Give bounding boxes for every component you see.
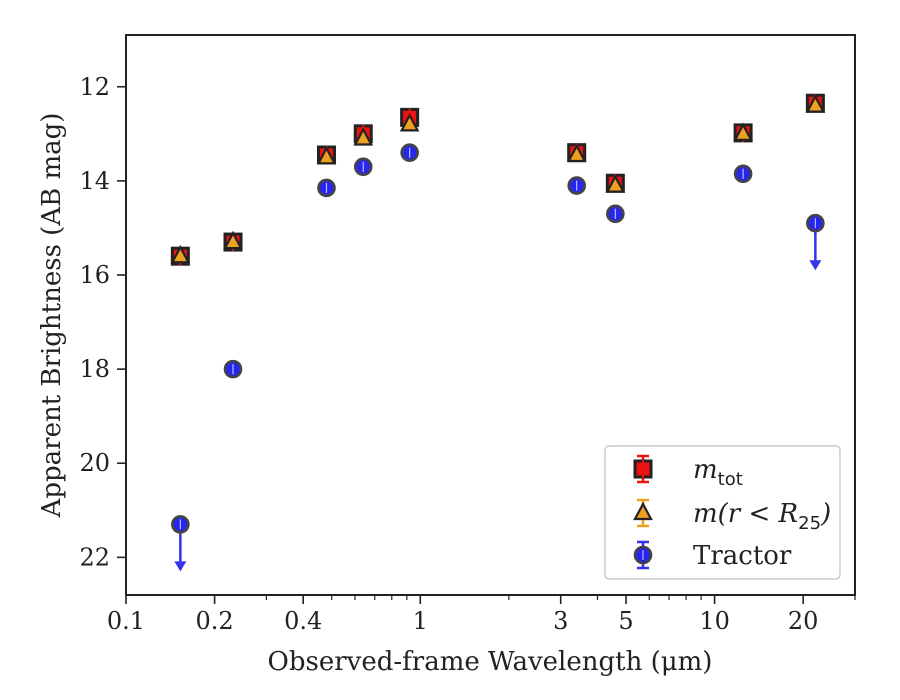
triangle-point (566, 143, 587, 163)
x-axis-label: Observed-frame Wavelength (μm) (268, 647, 713, 677)
triangle-point (605, 174, 626, 193)
legend-marker (633, 501, 653, 521)
y-tick-label: 18 (79, 355, 110, 383)
legend-label: mtot (693, 455, 743, 490)
triangle-point (170, 244, 191, 264)
legend: mtot m(r < R25) Tractor (604, 445, 841, 580)
legend-entry-square: mtot (633, 454, 743, 490)
triangle-point (316, 146, 337, 165)
y-tick-label: 14 (79, 167, 110, 195)
legend-entry-triangle: m(r < R25) (633, 498, 831, 534)
y-tick-label: 16 (79, 261, 110, 289)
x-tick-label: 0.4 (284, 607, 322, 635)
legend-entry-circle: Tractor (633, 540, 792, 571)
upper-limit-arrow-head (174, 561, 187, 572)
ticks: 0.1 0.2 0.4 1 3 5 10 20 12 14 16 18 20 22 (79, 73, 856, 635)
series-circle (171, 143, 825, 572)
legend-label: Tractor (693, 541, 792, 571)
y-tick-label: 22 (79, 543, 110, 571)
y-axis-label: Apparent Brightness (AB mag) (37, 113, 67, 519)
y-tick-label: 20 (79, 449, 110, 477)
triangle-point (805, 94, 826, 113)
upper-limit-arrow-head (809, 260, 822, 271)
x-tick-label: 1 (413, 607, 428, 635)
x-tick-label: 0.2 (196, 607, 234, 635)
triangle-point (353, 127, 374, 146)
triangle-point (223, 230, 243, 250)
legend-label: m(r < R25) (693, 499, 831, 534)
x-tick-label: 20 (788, 607, 819, 635)
triangle-point (733, 122, 753, 141)
x-tick-label: 5 (618, 607, 633, 635)
x-tick-label: 10 (699, 607, 730, 635)
triangle-point (399, 113, 420, 132)
series-triangle (170, 94, 826, 264)
x-tick-label: 3 (553, 607, 568, 635)
data-marks (170, 93, 826, 572)
x-tick-label: 0.1 (107, 607, 145, 635)
legend-box (604, 445, 841, 580)
y-tick-label: 12 (79, 73, 110, 101)
